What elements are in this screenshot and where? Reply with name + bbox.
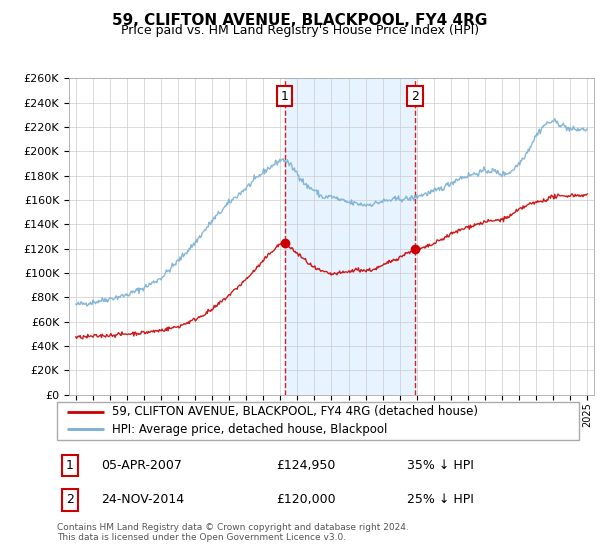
FancyBboxPatch shape	[57, 402, 579, 440]
Text: 25% ↓ HPI: 25% ↓ HPI	[407, 493, 473, 506]
Text: HPI: Average price, detached house, Blackpool: HPI: Average price, detached house, Blac…	[112, 423, 387, 436]
Text: 59, CLIFTON AVENUE, BLACKPOOL, FY4 4RG (detached house): 59, CLIFTON AVENUE, BLACKPOOL, FY4 4RG (…	[112, 405, 478, 418]
Text: 59, CLIFTON AVENUE, BLACKPOOL, FY4 4RG: 59, CLIFTON AVENUE, BLACKPOOL, FY4 4RG	[112, 13, 488, 28]
Text: 1: 1	[66, 459, 74, 472]
Text: 1: 1	[281, 90, 289, 102]
Text: £120,000: £120,000	[276, 493, 336, 506]
Bar	[285, 78, 415, 395]
Text: 35% ↓ HPI: 35% ↓ HPI	[407, 459, 473, 472]
Text: 2: 2	[66, 493, 74, 506]
Text: 24-NOV-2014: 24-NOV-2014	[101, 493, 184, 506]
Text: 05-APR-2007: 05-APR-2007	[101, 459, 182, 472]
Text: 2: 2	[411, 90, 419, 102]
Text: £124,950: £124,950	[276, 459, 335, 472]
Text: Contains HM Land Registry data © Crown copyright and database right 2024.
This d: Contains HM Land Registry data © Crown c…	[57, 523, 409, 543]
Text: Price paid vs. HM Land Registry's House Price Index (HPI): Price paid vs. HM Land Registry's House …	[121, 24, 479, 36]
